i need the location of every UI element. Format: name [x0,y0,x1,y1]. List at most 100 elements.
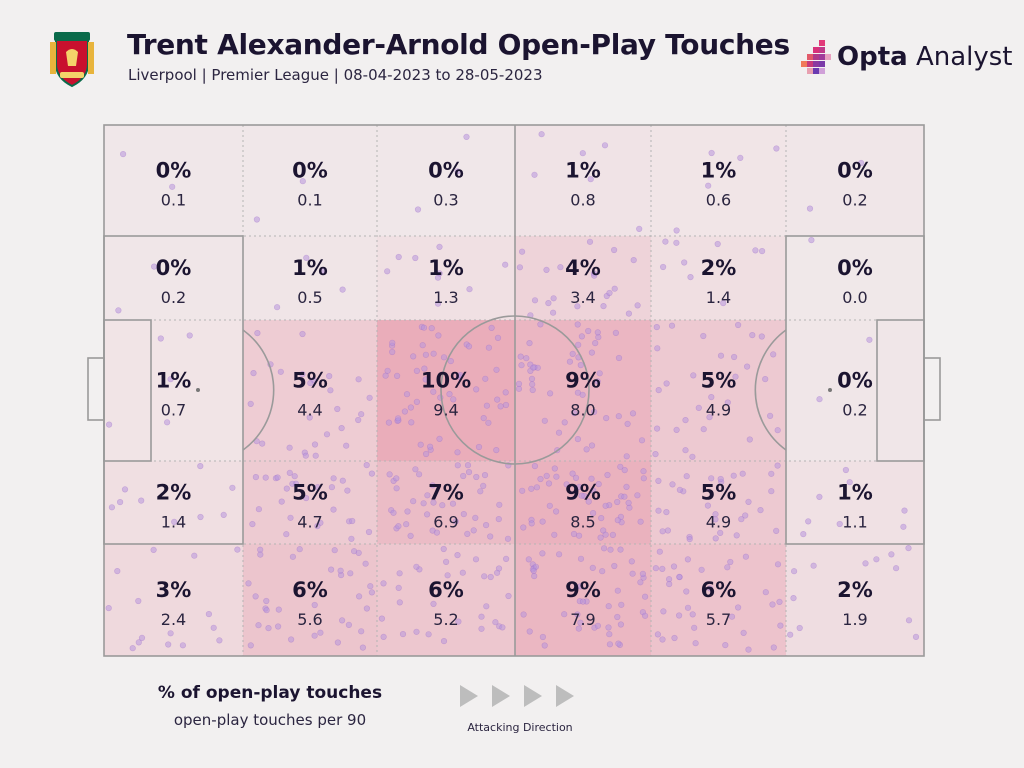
touch-dot [800,530,807,538]
touch-dot [675,612,683,619]
zone-p90-label: 0.2 [842,401,867,420]
zone-p90-label: 9.4 [433,401,458,420]
touch-dot [384,367,391,374]
touch-dot [339,477,346,484]
touch-dot [518,362,525,369]
touch-dot [157,335,164,342]
touch-dot [520,611,527,618]
touch-dot [734,604,742,611]
touch-dot [338,425,345,432]
zone-pct-label: 1% [565,159,601,183]
touch-dot [429,482,436,489]
touch-dot [347,570,354,577]
touch-dot [614,587,621,594]
touch-dot [712,511,719,518]
touch-dot [283,531,290,538]
touch-dot [836,520,843,528]
touch-dot [485,419,492,426]
touch-dot [717,475,724,483]
touch-dot [191,552,198,559]
brand-light: Analyst [907,42,1013,72]
right-penalty-arc [754,329,787,451]
zone-pct-label: 5% [701,481,737,505]
touch-dot [673,227,680,234]
touch-dot [413,628,420,635]
touch-dot [666,580,673,588]
touch-dot [494,334,502,342]
touch-dot [601,142,609,149]
touch-dot [299,371,306,378]
touch-dot [389,348,396,356]
touch-dot [472,556,480,563]
touch-dot [629,410,637,417]
touch-dot [663,508,670,516]
centre-circle [440,315,590,465]
touch-dot [368,470,376,477]
touch-dot [574,611,581,618]
touch-dot [606,631,613,638]
touch-dot [591,272,598,279]
touch-dot [528,520,535,527]
touch-dot [684,604,692,611]
touch-dot [439,502,446,509]
left-penalty-spot [196,388,200,392]
touch-dot [733,532,740,539]
touch-dot [502,389,509,396]
touch-dot [692,640,699,647]
touch-dot [546,502,553,509]
touch-dot [583,446,590,453]
touch-dot [503,555,510,563]
touch-dot [776,598,783,606]
touch-dot [167,376,174,383]
touch-dot [362,560,369,567]
touch-dot [151,263,158,270]
touch-dot [129,645,136,652]
heat-zone [651,461,786,544]
touch-dot [588,442,596,449]
touch-dot [493,447,500,454]
touch-dot [730,472,737,479]
touch-dot [394,372,401,380]
touch-dot [790,568,798,575]
touch-dot [197,513,204,521]
zone-pct-label: 9% [565,578,601,602]
zone-p90-label: 7.9 [570,610,595,629]
heat-zone [786,461,924,544]
touch-dot [516,264,524,271]
touch-dot [412,466,419,473]
touch-dot [380,633,387,641]
touch-dot [577,583,584,590]
legend-p90-label: open-play touches per 90 [173,711,367,729]
touch-dot [529,381,536,388]
left-goal [87,357,105,421]
touch-dot [396,599,403,606]
touch-dot [653,324,660,331]
touch-dot [529,386,536,394]
touch-dot [422,351,430,358]
touch-dot [440,354,448,361]
touch-dot [605,603,612,610]
attacking-direction: Attacking Direction [455,683,585,734]
touch-dot [518,248,526,255]
heat-zone [377,320,515,461]
zone-pct-label: 0% [156,159,192,183]
touch-dot [401,408,409,415]
touch-dot [216,637,223,644]
touch-dot [459,569,466,576]
touch-dot [444,572,451,579]
touch-dot [641,612,649,619]
touch-dot [395,523,402,530]
touch-dot [463,133,470,140]
touch-dot [609,531,617,539]
heat-zone [243,320,377,461]
touch-dot [430,600,437,608]
touch-dot [698,566,705,573]
zone-pct-label: 5% [292,369,328,393]
heat-zone [104,320,243,461]
touch-dot [250,370,257,377]
touch-dot [683,588,690,595]
touch-dot [465,343,473,350]
touch-dot [164,419,171,426]
touch-dot [714,240,721,248]
touch-dot [302,452,309,459]
